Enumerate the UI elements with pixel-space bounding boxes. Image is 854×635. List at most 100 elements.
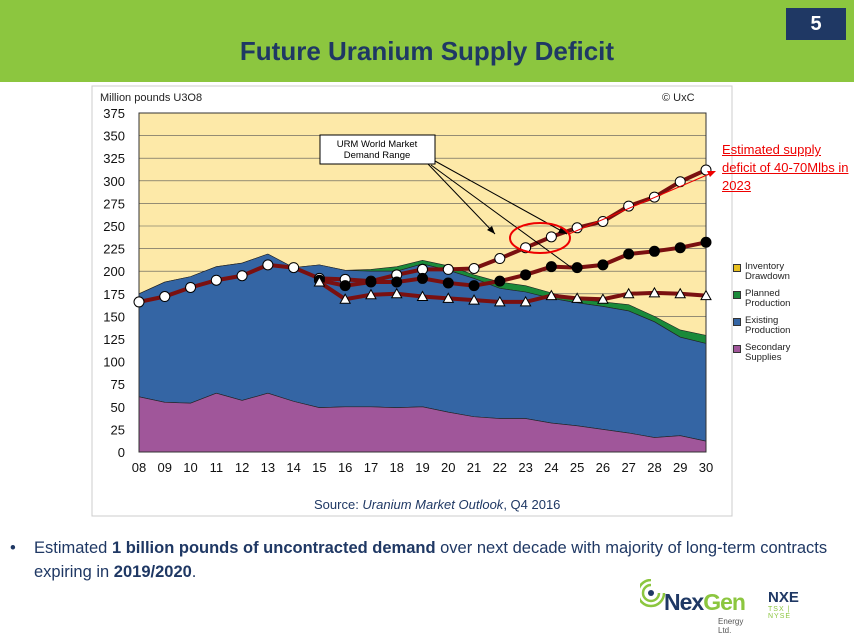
bullet-point: • Estimated 1 billion pounds of uncontrac… xyxy=(10,536,850,584)
demand-point xyxy=(519,295,532,307)
demand-point xyxy=(390,287,403,299)
y-tick-label: 250 xyxy=(103,219,125,234)
arrowhead xyxy=(558,227,567,234)
demand-point xyxy=(648,286,661,298)
logo-text: Nex xyxy=(664,589,704,615)
x-tick-label: 21 xyxy=(467,460,481,475)
demand-point xyxy=(571,262,583,274)
x-tick-label: 20 xyxy=(441,460,455,475)
source-suffix: , Q4 2016 xyxy=(503,497,561,512)
demand-point xyxy=(623,248,635,260)
demand-point xyxy=(597,259,609,271)
x-tick-label: 10 xyxy=(183,460,197,475)
demand-point xyxy=(597,293,609,304)
y-tick-label: 375 xyxy=(103,106,125,121)
x-tick-label: 13 xyxy=(261,460,275,475)
demand-point xyxy=(700,236,712,248)
x-tick-label: 19 xyxy=(415,460,429,475)
legend-item-planned: Planned Production xyxy=(733,289,805,309)
y-tick-label: 325 xyxy=(103,151,125,166)
demand-point xyxy=(288,262,300,274)
x-tick-label: 25 xyxy=(570,460,584,475)
demand-point xyxy=(236,270,248,282)
demand-point xyxy=(416,290,429,302)
x-tick-label: 11 xyxy=(210,460,224,475)
x-tick-label: 12 xyxy=(235,460,249,475)
demand-point xyxy=(133,296,145,308)
demand-point xyxy=(648,245,660,257)
demand-point xyxy=(339,280,351,292)
chart-legend: Inventory Drawdown Planned Production Ex… xyxy=(733,262,805,370)
y-tick-label: 200 xyxy=(103,264,125,279)
x-tick-label: 22 xyxy=(493,460,507,475)
x-tick-label: 23 xyxy=(518,460,532,475)
x-tick-label: 27 xyxy=(621,460,635,475)
x-tick-label: 28 xyxy=(647,460,661,475)
demand-point xyxy=(622,287,635,299)
exchanges: TSX | NYSE xyxy=(768,606,792,620)
demand-point xyxy=(571,292,583,303)
x-tick-label: 17 xyxy=(364,460,378,475)
legend-label: Existing Production xyxy=(745,315,791,336)
y-tick-label: 300 xyxy=(103,174,125,189)
x-tick-label: 29 xyxy=(673,460,687,475)
x-tick-label: 09 xyxy=(158,460,172,475)
demand-point xyxy=(494,253,506,265)
x-tick-label: 14 xyxy=(286,460,300,475)
y-tick-label: 125 xyxy=(103,332,125,347)
y-tick-label: 75 xyxy=(111,377,125,392)
demand-point xyxy=(442,292,455,303)
legend-swatch xyxy=(733,318,741,326)
ticker: NXE xyxy=(768,589,799,606)
y-tick-label: 150 xyxy=(103,309,125,324)
y-tick-label: 0 xyxy=(118,445,125,460)
demand-point xyxy=(545,231,557,243)
demand-point xyxy=(674,287,687,299)
demand-point xyxy=(674,242,686,254)
arrowhead xyxy=(707,171,716,177)
x-tick-label: 24 xyxy=(544,460,558,475)
plot-border xyxy=(138,112,707,453)
supply-deficit-note: Estimated supply deficit of 40-70Mlbs in… xyxy=(722,142,849,193)
demand-point xyxy=(365,288,377,300)
header-band xyxy=(0,0,854,82)
source-publication: Uranium Market Outlook xyxy=(362,497,504,512)
y-tick-label: 350 xyxy=(103,129,125,144)
demand-point xyxy=(159,291,171,303)
legend-label: Inventory Drawdown xyxy=(745,261,790,282)
demand-point xyxy=(391,276,403,288)
logo-mark-icon xyxy=(640,579,666,608)
chart-source: Source: Uranium Market Outlook, Q4 2016 xyxy=(314,497,560,512)
x-tick-label: 16 xyxy=(338,460,352,475)
bullet-icon: • xyxy=(10,539,16,557)
legend-item-inventory: Inventory Drawdown xyxy=(733,262,805,282)
deficit-pointer xyxy=(568,171,715,235)
demand-line-low xyxy=(318,280,707,304)
x-tick-label: 15 xyxy=(312,460,326,475)
demand-point xyxy=(468,294,480,305)
demand-point xyxy=(545,289,558,301)
demand-point xyxy=(493,295,506,307)
arrowhead xyxy=(487,226,495,234)
legend-swatch xyxy=(733,345,741,353)
demand-point xyxy=(520,269,532,281)
page-number: 5 xyxy=(786,8,846,40)
demand-point xyxy=(468,280,480,292)
callout-arrow xyxy=(434,160,568,235)
legend-swatch xyxy=(733,264,741,272)
y-tick-label: 50 xyxy=(111,400,125,415)
legend-item-existing: Existing Production xyxy=(733,316,805,336)
copyright: © UxC xyxy=(662,92,695,104)
bullet-text: Estimated 1 billion pounds of uncontract… xyxy=(34,539,828,581)
y-tick-label: 25 xyxy=(111,422,125,437)
x-tick-label: 08 xyxy=(132,460,146,475)
demand-point xyxy=(442,263,454,275)
callout-arrow xyxy=(427,163,496,235)
callout-arrow xyxy=(430,164,573,269)
demand-point xyxy=(545,261,557,273)
demand-point xyxy=(494,275,506,287)
demand-point xyxy=(468,262,480,274)
demand-point xyxy=(442,277,454,289)
legend-swatch xyxy=(733,291,741,299)
callout-text: URM World Market Demand Range xyxy=(337,139,418,161)
